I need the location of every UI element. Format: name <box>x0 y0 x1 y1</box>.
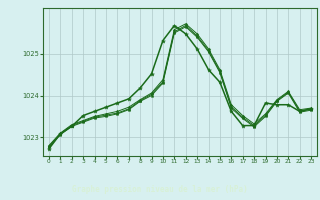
Text: Graphe pression niveau de la mer (hPa): Graphe pression niveau de la mer (hPa) <box>72 185 248 194</box>
